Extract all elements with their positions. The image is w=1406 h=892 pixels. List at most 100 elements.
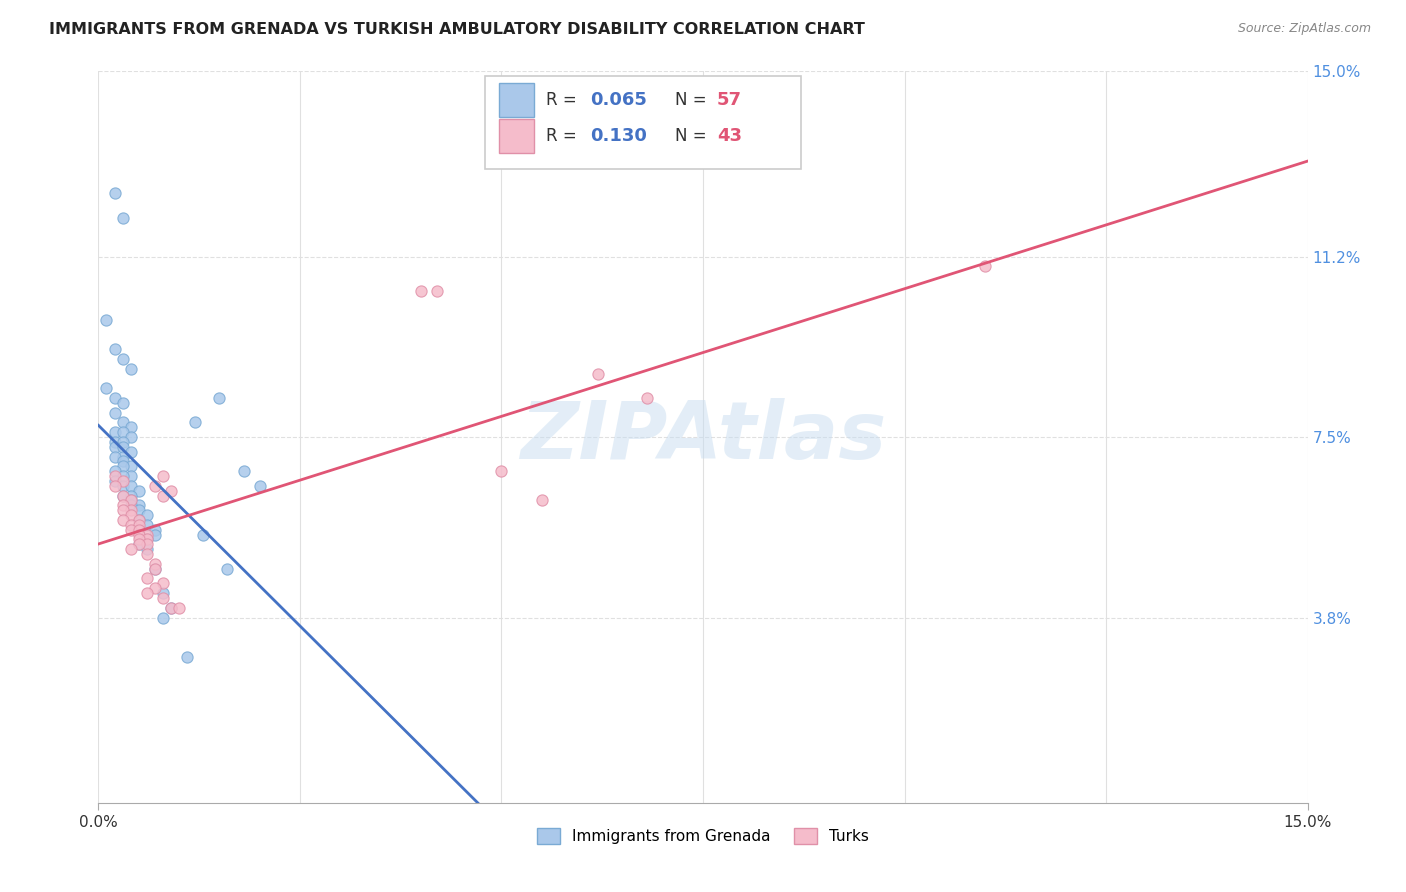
Point [128, 499, 150, 513]
Point [184, 416, 207, 430]
Point [111, 396, 134, 410]
Point [135, 586, 157, 600]
Text: N =: N = [675, 91, 706, 109]
Point [120, 542, 142, 557]
Point [111, 499, 134, 513]
Point [152, 576, 174, 591]
Point [152, 469, 174, 483]
Point [128, 527, 150, 541]
Point [135, 527, 157, 541]
Point [167, 600, 190, 615]
Point [103, 469, 125, 483]
Text: 43: 43 [717, 127, 742, 145]
Point [111, 434, 134, 449]
Point [128, 517, 150, 532]
Point [96, 313, 118, 327]
Point [96, 381, 118, 395]
Point [120, 508, 142, 522]
Point [217, 562, 239, 576]
Text: ZIPAtlas: ZIPAtlas [520, 398, 886, 476]
Text: 0.130: 0.130 [591, 127, 647, 145]
Point [530, 493, 553, 508]
Point [111, 474, 134, 488]
Point [152, 610, 174, 624]
Point [135, 542, 157, 557]
Text: Source: ZipAtlas.com: Source: ZipAtlas.com [1237, 22, 1371, 36]
Text: 0.065: 0.065 [591, 91, 647, 109]
Point [120, 361, 142, 376]
Point [409, 284, 432, 298]
Point [111, 454, 134, 468]
Point [103, 186, 125, 201]
Text: 57: 57 [717, 91, 742, 109]
Point [974, 260, 997, 274]
Point [103, 343, 125, 357]
Point [128, 537, 150, 551]
Point [586, 367, 609, 381]
Point [103, 474, 125, 488]
Point [111, 513, 134, 527]
Point [143, 479, 166, 493]
Point [193, 527, 215, 541]
Point [128, 503, 150, 517]
Point [120, 517, 142, 532]
Point [128, 533, 150, 547]
Point [120, 493, 142, 508]
Point [208, 391, 231, 405]
Point [135, 572, 157, 586]
Point [111, 425, 134, 440]
Point [143, 557, 166, 571]
Point [103, 425, 125, 440]
Point [143, 562, 166, 576]
Point [128, 523, 150, 537]
Point [120, 493, 142, 508]
Point [120, 459, 142, 474]
Point [111, 469, 134, 483]
Point [160, 600, 183, 615]
Point [103, 391, 125, 405]
Point [636, 391, 658, 405]
Legend: Immigrants from Grenada, Turks: Immigrants from Grenada, Turks [531, 822, 875, 850]
Point [111, 440, 134, 454]
Point [152, 489, 174, 503]
Point [135, 508, 157, 522]
Point [111, 459, 134, 474]
Point [128, 483, 150, 498]
Point [103, 434, 125, 449]
Point [120, 479, 142, 493]
Point [103, 406, 125, 420]
Point [143, 562, 166, 576]
Point [143, 523, 166, 537]
Point [111, 503, 134, 517]
Point [135, 517, 157, 532]
Point [160, 600, 183, 615]
Point [103, 479, 125, 493]
Point [111, 352, 134, 367]
Point [120, 469, 142, 483]
Point [135, 547, 157, 561]
Point [426, 284, 449, 298]
Point [128, 513, 150, 527]
Point [128, 513, 150, 527]
Text: N =: N = [675, 127, 706, 145]
Point [111, 489, 134, 503]
Point [143, 581, 166, 595]
Point [152, 591, 174, 605]
Point [491, 464, 513, 478]
Point [111, 211, 134, 225]
Point [135, 537, 157, 551]
Point [249, 479, 271, 493]
Point [152, 586, 174, 600]
Point [135, 533, 157, 547]
Point [103, 464, 125, 478]
Point [120, 489, 142, 503]
Point [176, 649, 198, 664]
Point [111, 479, 134, 493]
Point [128, 537, 150, 551]
Point [232, 464, 254, 478]
Text: R =: R = [546, 127, 576, 145]
Point [135, 533, 157, 547]
Point [120, 444, 142, 458]
Point [111, 416, 134, 430]
Point [111, 450, 134, 464]
